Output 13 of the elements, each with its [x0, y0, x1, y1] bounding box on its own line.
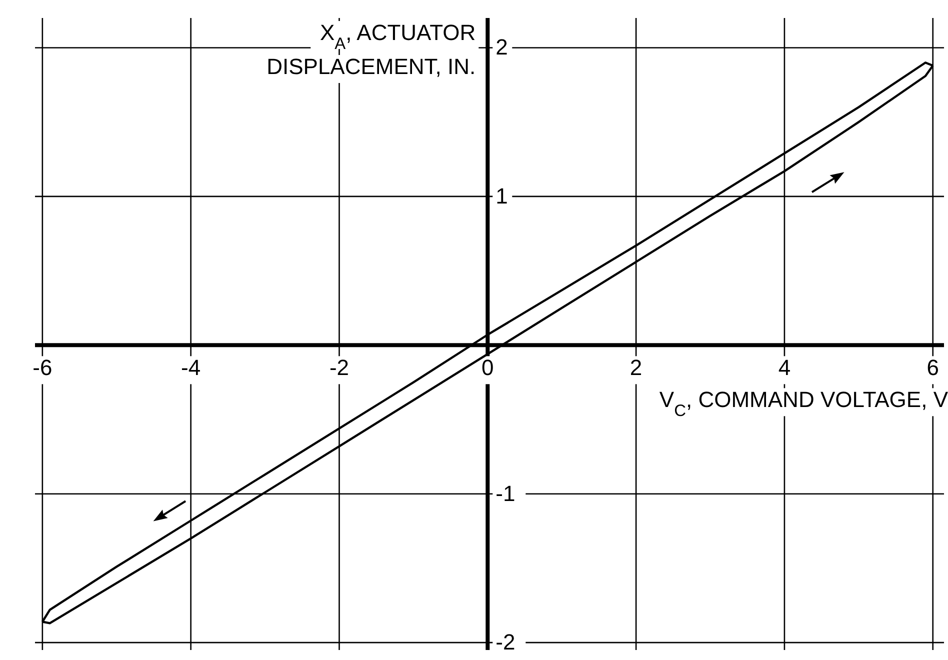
y-tick-label: 1 [496, 183, 508, 208]
y-axis-title: X$_{A}$, ACTUATOR DISPLACEMENT, IN. [266, 20, 476, 79]
x-tick-label: -4 [181, 355, 201, 380]
x-tick-label: 0 [482, 355, 494, 380]
x-tick-label: -6 [32, 355, 52, 380]
y-tick-label: 2 [496, 34, 508, 60]
y-tick-label: -2 [496, 630, 516, 655]
x-tick-label: 6 [926, 355, 939, 380]
x-tick-label: 2 [630, 355, 642, 380]
x-tick-label: 4 [778, 355, 791, 380]
x-tick-label: -2 [329, 355, 350, 380]
y-tick-label: -1 [496, 480, 516, 506]
x-axis-title: V$_{C}$, COMMAND VOLTAGE, V [659, 387, 948, 420]
